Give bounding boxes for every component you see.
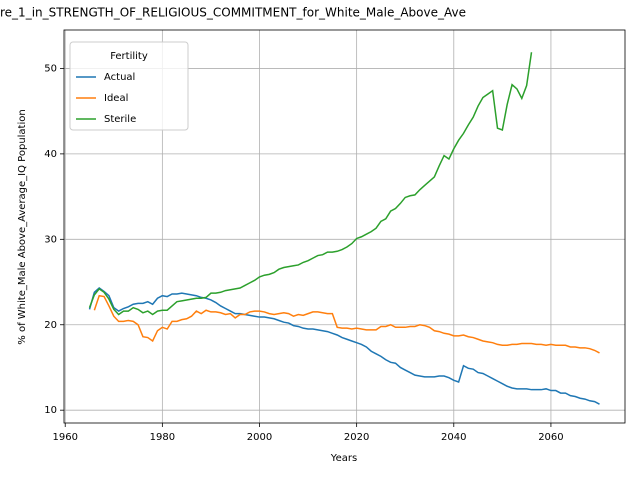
y-tick-label: 10	[44, 405, 57, 416]
legend-label: Ideal	[104, 93, 128, 104]
y-tick-label: 30	[44, 234, 57, 245]
y-tick-label: 50	[44, 63, 57, 74]
legend-label: Actual	[104, 72, 135, 83]
plot-frame	[63, 29, 626, 424]
legend: Fertility Actual Ideal Sterile	[69, 41, 189, 131]
series-line	[88, 287, 600, 405]
y-axis-label: % of White_Male Above_Average_IQ Populat…	[17, 109, 28, 344]
chart-title: re_1_in_STRENGTH_OF_RELIGIOUS_COMMITMENT…	[0, 6, 466, 20]
legend-box	[69, 41, 189, 131]
series-line	[93, 294, 600, 354]
x-tick-label: 1980	[150, 432, 175, 443]
x-axis-label: Years	[330, 453, 357, 464]
x-tick-label: 2000	[247, 432, 272, 443]
legend-label: Sterile	[104, 114, 136, 125]
legend-title: Fertility	[110, 51, 148, 62]
x-tick-label: 1960	[52, 432, 77, 443]
x-tick-label: 2020	[344, 432, 369, 443]
y-tick-label: 40	[44, 149, 57, 160]
y-tick-label: 20	[44, 320, 57, 331]
series-line	[88, 52, 533, 316]
x-tick-label: 2040	[441, 432, 466, 443]
x-tick-label: 2060	[538, 432, 563, 443]
